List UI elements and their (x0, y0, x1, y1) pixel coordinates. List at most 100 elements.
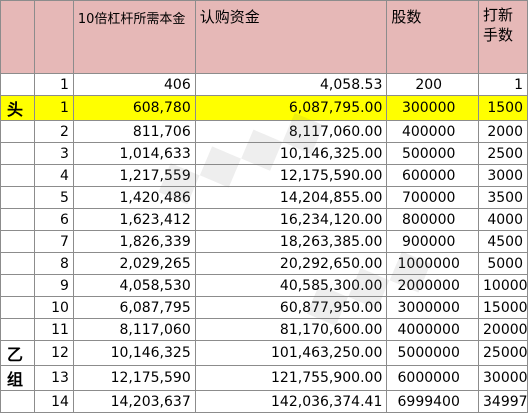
row-tag-cell[interactable] (0, 296, 36, 319)
row-tag-cell[interactable] (0, 252, 36, 275)
shares-cell[interactable]: 700000 (386, 186, 479, 209)
principal-cell[interactable]: 1,420,486 (72, 186, 196, 209)
row-tag-cell[interactable] (0, 120, 36, 143)
row-number-cell[interactable]: 11 (34, 318, 74, 341)
subscription-cell[interactable]: 10,146,325.00 (194, 142, 388, 165)
row-number-cell[interactable]: 1 (34, 95, 74, 121)
subscription-cell[interactable]: 81,170,600.00 (194, 318, 388, 341)
table-row: 6 1,623,412 16,234,120.00 800000 4000 (0, 208, 528, 231)
subscription-cell[interactable]: 6,087,795.00 (194, 95, 388, 121)
lots-cell[interactable]: 4500 (478, 230, 528, 253)
row-number-cell[interactable]: 7 (34, 230, 74, 253)
row-number-cell[interactable]: 14 (34, 390, 74, 413)
shares-cell[interactable]: 5000000 (386, 340, 479, 366)
row-tag-cell[interactable]: 头 (0, 95, 36, 121)
shares-cell[interactable]: 600000 (386, 164, 479, 187)
shares-cell[interactable]: 500000 (386, 142, 479, 165)
subscription-cell[interactable]: 101,463,250.00 (194, 340, 388, 366)
subscription-cell[interactable]: 12,175,590.00 (194, 164, 388, 187)
shares-cell[interactable]: 400000 (386, 120, 479, 143)
row-tag-cell[interactable] (0, 390, 36, 413)
principal-cell[interactable]: 6,087,795 (72, 296, 196, 319)
row-number-cell[interactable]: 3 (34, 142, 74, 165)
principal-cell[interactable]: 811,706 (72, 120, 196, 143)
row-number-cell[interactable]: 12 (34, 340, 74, 366)
lots-cell[interactable]: 1500 (478, 95, 528, 121)
row-number-cell[interactable]: 2 (34, 120, 74, 143)
lots-cell[interactable]: 2500 (478, 142, 528, 165)
header-principal[interactable]: 10倍杠杆所需本金 (72, 0, 196, 74)
row-number-cell[interactable]: 8 (34, 252, 74, 275)
shares-cell[interactable]: 4000000 (386, 318, 479, 341)
lots-cell[interactable]: 25000 (478, 340, 528, 366)
principal-cell[interactable]: 14,203,637 (72, 390, 196, 413)
principal-cell[interactable]: 1,014,633 (72, 142, 196, 165)
subscription-cell[interactable]: 8,117,060.00 (194, 120, 388, 143)
lots-cell[interactable]: 10000 (478, 274, 528, 297)
lots-cell[interactable]: 5000 (478, 252, 528, 275)
principal-cell[interactable]: 1,217,559 (72, 164, 196, 187)
subscription-cell[interactable]: 20,292,650.00 (194, 252, 388, 275)
header-lots[interactable]: 打新手数 (478, 0, 528, 74)
shares-cell[interactable]: 6999400 (386, 390, 479, 413)
lots-cell[interactable]: 15000 (478, 296, 528, 319)
shares-cell[interactable]: 300000 (386, 95, 479, 121)
row-tag-cell[interactable] (0, 142, 36, 165)
shares-cell[interactable]: 1000000 (386, 252, 479, 275)
header-shares[interactable]: 股数 (386, 0, 479, 74)
principal-cell[interactable]: 4,058,530 (72, 274, 196, 297)
row-number-cell[interactable]: 1 (34, 73, 74, 96)
row-tag-cell[interactable] (0, 230, 36, 253)
subscription-cell[interactable]: 60,877,950.00 (194, 296, 388, 319)
lots-cell[interactable]: 20000 (478, 318, 528, 341)
row-tag-cell[interactable] (0, 164, 36, 187)
lots-cell[interactable]: 1 (478, 73, 528, 96)
row-tag-cell[interactable] (0, 73, 36, 96)
lots-cell[interactable]: 3500 (478, 186, 528, 209)
header-subscription[interactable]: 认购资金 (194, 0, 388, 74)
lots-cell[interactable]: 34997 (478, 390, 528, 413)
row-number-cell[interactable]: 13 (34, 365, 74, 391)
shares-cell[interactable]: 800000 (386, 208, 479, 231)
header-index[interactable] (34, 0, 74, 74)
row-tag-cell[interactable] (0, 208, 36, 231)
principal-cell[interactable]: 1,826,339 (72, 230, 196, 253)
principal-cell[interactable]: 1,623,412 (72, 208, 196, 231)
row-tag-cell[interactable] (0, 318, 36, 341)
shares-cell[interactable]: 2000000 (386, 274, 479, 297)
row-tag-cell[interactable] (0, 274, 36, 297)
subscription-cell[interactable]: 121,755,900.00 (194, 365, 388, 391)
subscription-cell[interactable]: 14,204,855.00 (194, 186, 388, 209)
shares-cell[interactable]: 900000 (386, 230, 479, 253)
principal-cell[interactable]: 406 (72, 73, 196, 96)
row-number-cell[interactable]: 6 (34, 208, 74, 231)
row-tag-cell[interactable]: 组 (0, 365, 36, 391)
subscription-cell[interactable]: 142,036,374.41 (194, 390, 388, 413)
shares-cell[interactable]: 6000000 (386, 365, 479, 391)
shares-cell[interactable]: 200 (386, 73, 479, 96)
lots-cell[interactable]: 2000 (478, 120, 528, 143)
row-number-cell[interactable]: 5 (34, 186, 74, 209)
subscription-cell[interactable]: 4,058.53 (194, 73, 388, 96)
row-tag-cell[interactable]: 乙 (0, 340, 36, 366)
principal-cell[interactable]: 2,029,265 (72, 252, 196, 275)
principal-cell[interactable]: 608,780 (72, 95, 196, 121)
row-number-cell[interactable]: 9 (34, 274, 74, 297)
lots-cell[interactable]: 30000 (478, 365, 528, 391)
principal-cell[interactable]: 8,117,060 (72, 318, 196, 341)
lots-cell[interactable]: 3000 (478, 164, 528, 187)
subscription-cell[interactable]: 40,585,300.00 (194, 274, 388, 297)
table-row: 10 6,087,795 60,877,950.00 3000000 15000 (0, 296, 528, 319)
row-number-cell[interactable]: 10 (34, 296, 74, 319)
shares-cell[interactable]: 3000000 (386, 296, 479, 319)
subscription-cell[interactable]: 16,234,120.00 (194, 208, 388, 231)
header-tag[interactable] (0, 0, 36, 74)
principal-cell[interactable]: 12,175,590 (72, 365, 196, 391)
lots-cell[interactable]: 4000 (478, 208, 528, 231)
row-number-cell[interactable]: 4 (34, 164, 74, 187)
subscription-cell[interactable]: 18,263,385.00 (194, 230, 388, 253)
row-tag-cell[interactable] (0, 186, 36, 209)
table-row: 乙 12 10,146,325 101,463,250.00 5000000 25000 (0, 340, 528, 366)
principal-cell[interactable]: 10,146,325 (72, 340, 196, 366)
